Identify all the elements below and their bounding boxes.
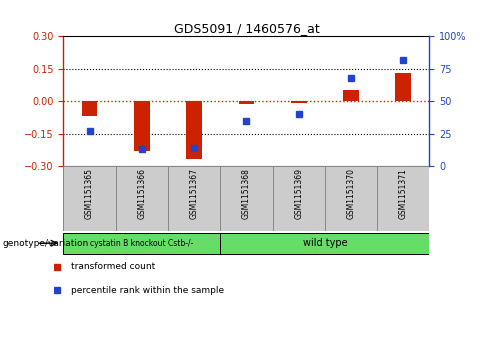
- Text: percentile rank within the sample: percentile rank within the sample: [71, 286, 224, 295]
- Bar: [343, 90, 359, 101]
- Bar: [220, 233, 429, 254]
- Bar: [325, 166, 377, 232]
- Text: GSM1151365: GSM1151365: [85, 168, 94, 219]
- Text: GSM1151371: GSM1151371: [399, 168, 408, 219]
- Bar: [168, 166, 220, 232]
- Bar: [63, 166, 116, 232]
- Text: GSM1151367: GSM1151367: [190, 168, 199, 219]
- Bar: [186, 101, 202, 159]
- Bar: [291, 101, 306, 103]
- Bar: [377, 166, 429, 232]
- Bar: [239, 101, 254, 104]
- Bar: [82, 101, 98, 116]
- Bar: [395, 73, 411, 101]
- Text: GSM1151366: GSM1151366: [137, 168, 146, 219]
- Text: wild type: wild type: [303, 238, 347, 248]
- Text: transformed count: transformed count: [71, 262, 155, 271]
- Bar: [273, 166, 325, 232]
- Text: GSM1151370: GSM1151370: [346, 168, 356, 219]
- Bar: [220, 166, 273, 232]
- Bar: [134, 101, 150, 151]
- Text: GSM1151369: GSM1151369: [294, 168, 303, 219]
- Text: genotype/variation: genotype/variation: [2, 239, 89, 248]
- Bar: [116, 166, 168, 232]
- Title: GDS5091 / 1460576_at: GDS5091 / 1460576_at: [174, 22, 319, 35]
- Text: GSM1151368: GSM1151368: [242, 168, 251, 219]
- Text: cystatin B knockout Cstb-/-: cystatin B knockout Cstb-/-: [90, 239, 194, 248]
- Bar: [63, 233, 220, 254]
